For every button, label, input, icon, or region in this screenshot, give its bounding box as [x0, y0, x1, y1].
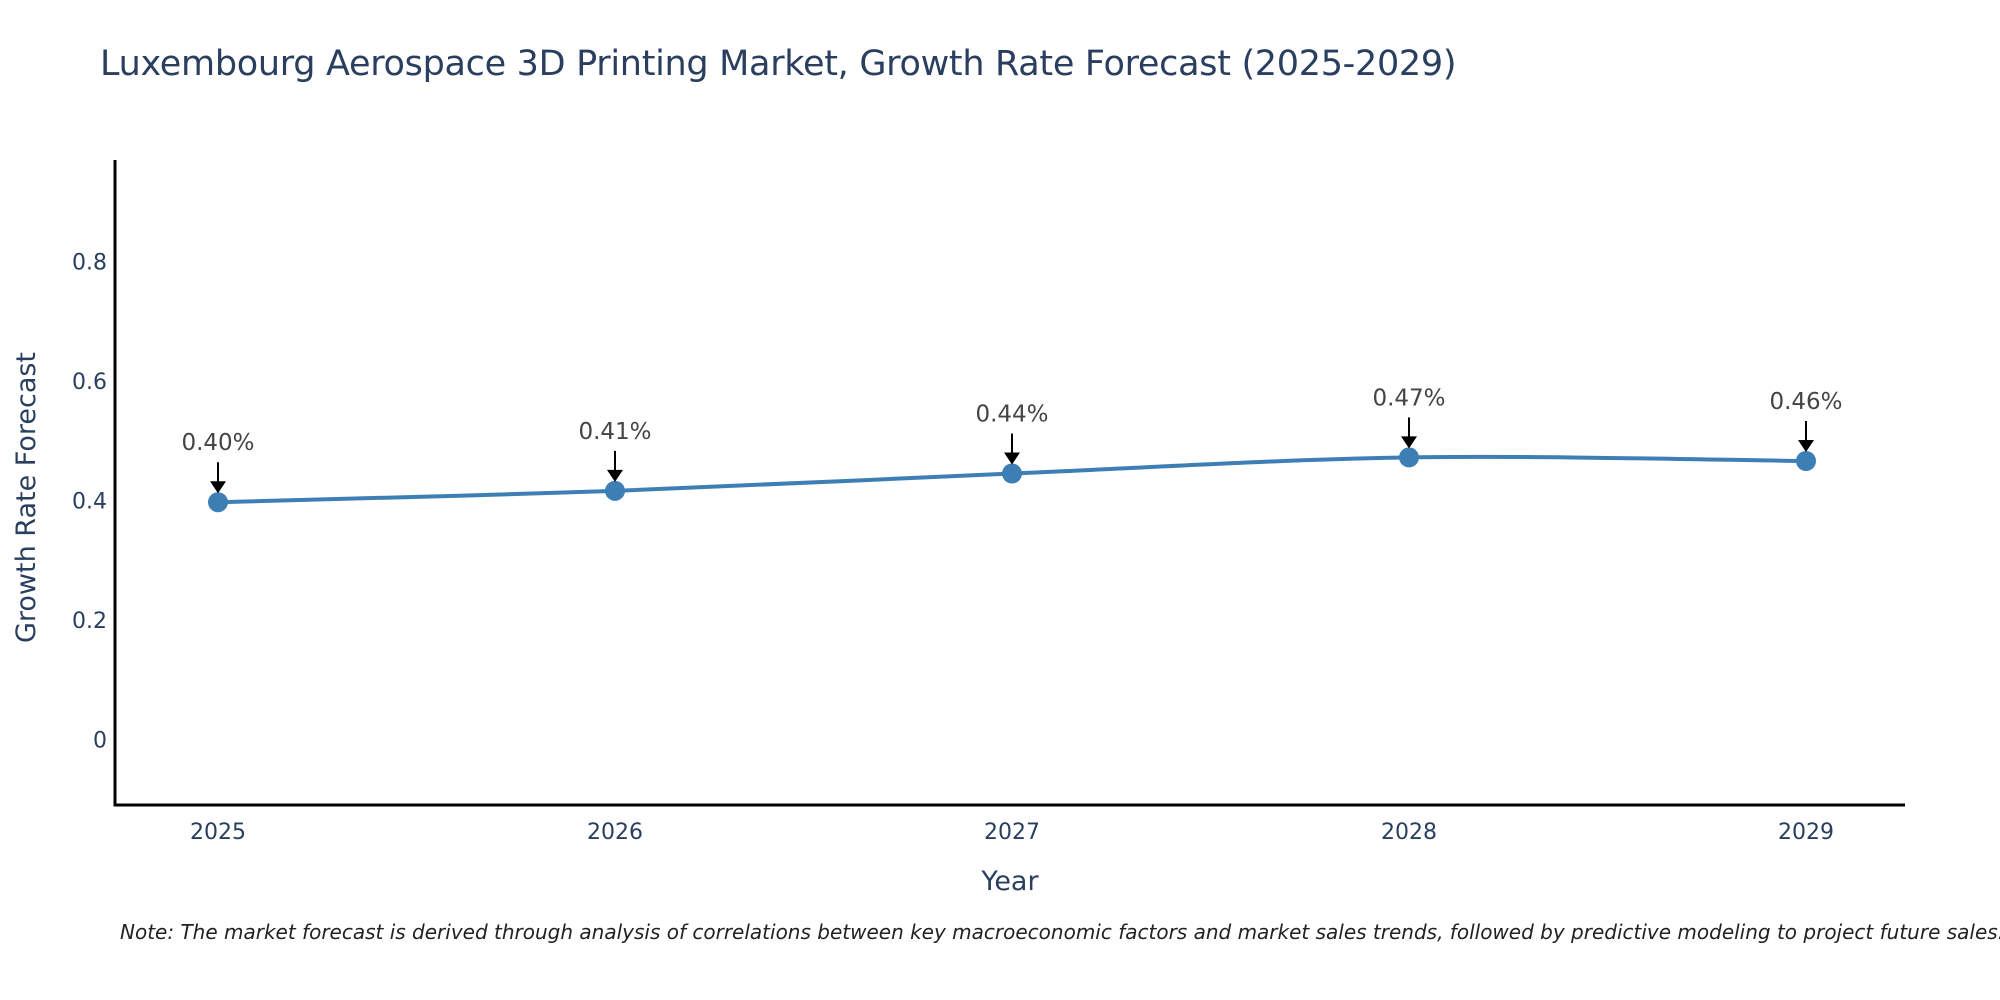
y-axis-ticks: 0 0.2 0.4 0.6 0.8	[72, 251, 107, 754]
x-tick-label: 2027	[984, 820, 1040, 845]
data-label: 0.46%	[1769, 389, 1842, 415]
data-point	[605, 480, 625, 501]
data-point	[208, 492, 228, 513]
annotation-arrow-head	[210, 481, 226, 494]
annotation-arrow-head	[1798, 440, 1814, 452]
data-point	[1002, 463, 1022, 484]
annotation-arrow-head	[607, 469, 623, 482]
x-axis-ticks: 2025 2026 2027 2028 2029	[190, 820, 1834, 845]
x-tick-label: 2025	[190, 820, 246, 845]
data-label: 0.40%	[181, 430, 254, 456]
chart-title: Luxembourg Aerospace 3D Printing Market,…	[100, 44, 1457, 84]
y-axis-title: Growth Rate Forecast	[11, 352, 42, 643]
annotation-arrow-head	[1004, 452, 1020, 465]
y-tick-label: 0.4	[72, 489, 107, 514]
data-annotations: 0.40% 0.41% 0.44% 0.47% 0.46%	[181, 385, 1843, 494]
data-point	[1796, 451, 1816, 471]
y-tick-label: 0.8	[72, 251, 107, 276]
y-tick-label: 0.2	[72, 609, 107, 634]
data-point	[1399, 447, 1419, 468]
data-label: 0.47%	[1372, 385, 1445, 411]
x-tick-label: 2028	[1381, 820, 1437, 845]
chart-note: Note: The market forecast is derived thr…	[120, 920, 2000, 944]
data-label: 0.44%	[975, 402, 1048, 428]
x-tick-label: 2026	[587, 820, 643, 845]
y-tick-label: 0.6	[72, 370, 107, 395]
annotation-arrow-head	[1401, 436, 1417, 449]
x-axis-title: Year	[980, 866, 1039, 897]
x-tick-label: 2029	[1778, 820, 1834, 845]
data-label: 0.41%	[578, 419, 651, 445]
data-markers	[208, 447, 1816, 513]
y-tick-label: 0	[93, 728, 107, 753]
